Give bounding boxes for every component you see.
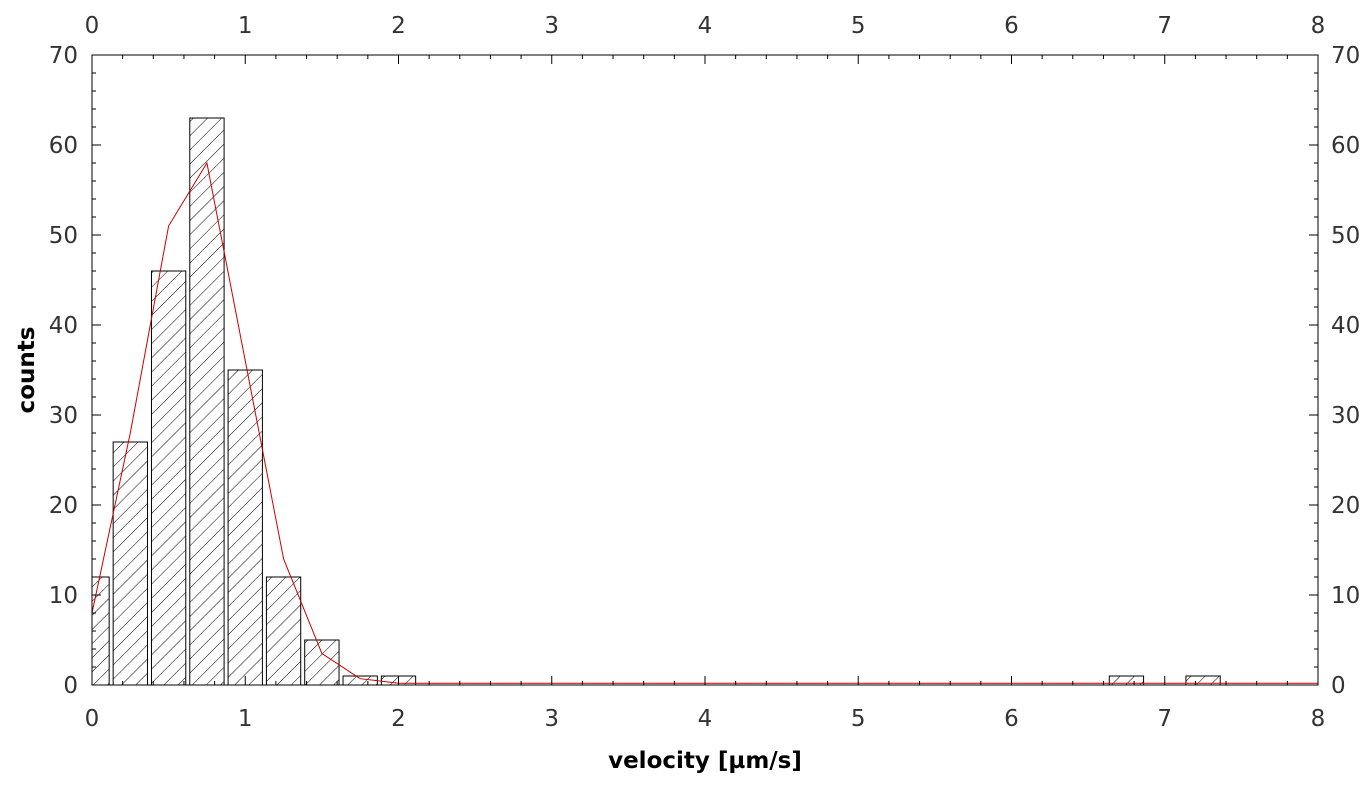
- x-tick-label-top-8: 8: [1311, 13, 1326, 39]
- y-tick-label-right-2: 20: [1331, 493, 1360, 519]
- x-tick-label-bottom-2: 2: [391, 706, 406, 732]
- x-tick-label-bottom-8: 8: [1311, 706, 1326, 732]
- y-tick-label-right-5: 50: [1331, 223, 1360, 249]
- y-tick-label-right-4: 40: [1331, 313, 1360, 339]
- y-axis-title: counts: [14, 327, 40, 414]
- histogram-bar-5: [265, 576, 302, 686]
- histogram-bar-4: [227, 369, 263, 686]
- y-tick-label-left-2: 20: [49, 493, 78, 519]
- y-tick-label-left-7: 70: [49, 43, 78, 69]
- ticks-layer: [91, 54, 1319, 686]
- y-tick-label-left-0: 0: [63, 673, 78, 699]
- x-tick-label-top-0: 0: [85, 13, 100, 39]
- x-tick-label-bottom-1: 1: [238, 706, 253, 732]
- y-tick-label-left-3: 30: [49, 403, 78, 429]
- x-tick-label-top-4: 4: [698, 13, 713, 39]
- x-tick-label-bottom-6: 6: [1004, 706, 1019, 732]
- y-tick-label-right-3: 30: [1331, 403, 1360, 429]
- x-tick-label-top-1: 1: [238, 13, 253, 39]
- x-tick-label-top-6: 6: [1004, 13, 1019, 39]
- fit-layer: [91, 161, 1318, 684]
- x-tick-label-top-5: 5: [851, 13, 866, 39]
- histogram-bar-6: [304, 639, 340, 686]
- x-tick-label-top-2: 2: [391, 13, 406, 39]
- x-tick-label-bottom-7: 7: [1157, 706, 1172, 732]
- y-tick-label-left-6: 60: [49, 133, 78, 159]
- y-tick-label-left-4: 40: [49, 313, 78, 339]
- bars-layer: [91, 117, 1221, 686]
- x-tick-label-bottom-3: 3: [544, 706, 559, 732]
- histogram-bar-1: [112, 441, 148, 686]
- x-tick-label-top-7: 7: [1157, 13, 1172, 39]
- histogram-bar-2: [150, 270, 187, 686]
- y-tick-label-right-1: 10: [1331, 583, 1360, 609]
- y-tick-label-left-1: 10: [49, 583, 78, 609]
- x-tick-label-bottom-0: 0: [85, 706, 100, 732]
- y-tick-label-right-0: 0: [1331, 673, 1346, 699]
- x-tick-label-top-3: 3: [544, 13, 559, 39]
- x-tick-label-bottom-4: 4: [698, 706, 713, 732]
- x-tick-label-bottom-5: 5: [851, 706, 866, 732]
- y-tick-label-left-5: 50: [49, 223, 78, 249]
- y-tick-label-right-7: 70: [1331, 43, 1360, 69]
- fit-curve: [91, 161, 1318, 684]
- histogram-bar-3: [189, 117, 225, 686]
- x-axis-title: velocity [µm/s]: [608, 748, 802, 774]
- y-tick-label-right-6: 60: [1331, 133, 1360, 159]
